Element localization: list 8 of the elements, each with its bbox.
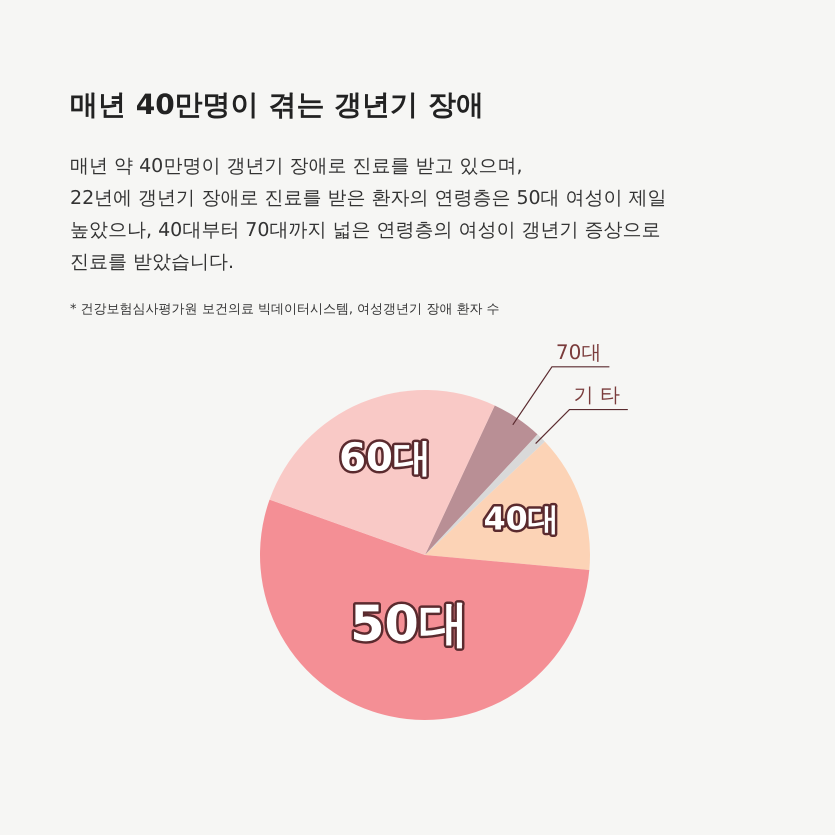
text: * 건강보험심사평가원 보건의료 빅데이터시스템, 여성갱년기 장애 환자 수	[70, 301, 500, 318]
slice-label: 40대	[484, 502, 560, 538]
slice-label: 70대	[556, 340, 602, 364]
slice-label: 50대	[350, 594, 468, 652]
slice-label: 기 타	[573, 382, 620, 407]
chart-title: 매년 40만명이 겪는 갱년기 장애	[70, 87, 484, 123]
chart-subtitle: 매년 약 40만명이 갱년기 장애로 진료를 받고 있으며, 22년에 갱년기 장애로 진료를 받은 환자의 연령층은 50대 여성이 제일 높았으나, 40대부터 70대까지 넓은 연령층의 여성이 갱년기 증상으로 진료를 받았습니다.	[70, 154, 668, 275]
slice-label: 60대	[339, 436, 432, 481]
